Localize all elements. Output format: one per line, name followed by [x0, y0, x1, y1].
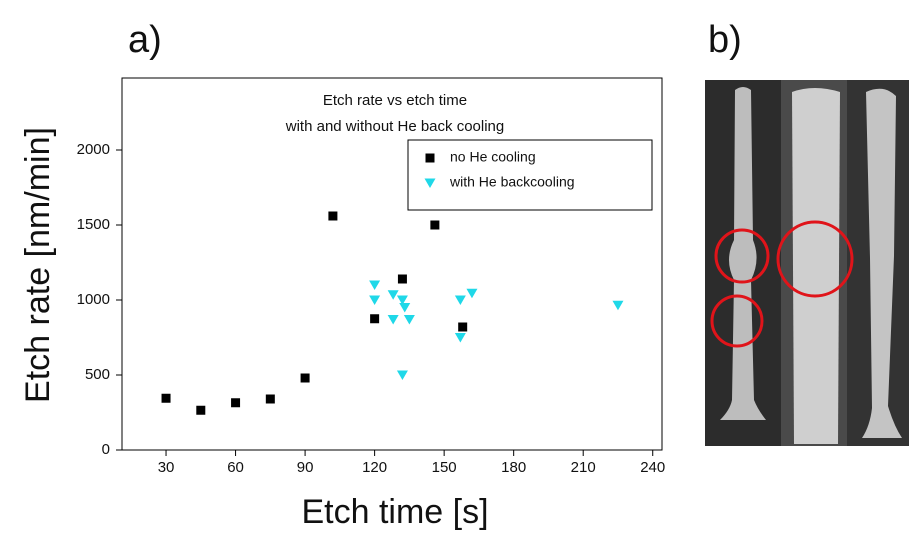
sem-image — [705, 80, 909, 446]
legend-box — [407, 139, 653, 211]
marker — [399, 303, 411, 313]
chart-title: with and without He back cooling — [285, 118, 504, 135]
legend-label: with He backcooling — [449, 174, 575, 190]
marker — [396, 370, 408, 380]
marker — [454, 295, 466, 305]
marker — [458, 322, 468, 332]
marker — [612, 300, 624, 311]
marker — [466, 288, 478, 299]
marker — [231, 398, 241, 408]
y-tick-label: 2000 — [77, 141, 110, 158]
y-tick-label: 0 — [102, 441, 110, 458]
y-tick-label: 1000 — [77, 291, 110, 308]
marker — [454, 333, 466, 343]
marker — [161, 393, 171, 403]
panel-label: a) — [128, 19, 162, 61]
legend-marker — [424, 178, 436, 188]
marker — [396, 295, 408, 305]
marker — [403, 315, 415, 325]
marker — [387, 290, 399, 300]
chart-title: Etch rate vs etch time — [323, 92, 467, 109]
y-axis-label: Etch rate [nm/min] — [19, 127, 57, 403]
plot-frame — [121, 77, 663, 451]
y-tick-label: 1500 — [77, 216, 110, 233]
legend-marker — [425, 153, 435, 163]
marker — [300, 373, 310, 383]
marker — [370, 314, 380, 324]
marker — [369, 280, 381, 290]
y-tick-label: 500 — [85, 366, 110, 383]
legend-label: no He cooling — [450, 149, 536, 165]
x-tick-label: 30 — [158, 459, 175, 476]
x-tick-label: 90 — [297, 459, 314, 476]
x-axis-label: Etch time [s] — [301, 493, 488, 531]
marker — [265, 394, 275, 404]
x-tick-label: 60 — [227, 459, 244, 476]
x-tick-label: 150 — [432, 459, 457, 476]
marker — [196, 405, 206, 415]
x-tick-label: 180 — [501, 459, 526, 476]
marker — [397, 274, 407, 284]
panel-label: b) — [708, 19, 742, 61]
x-tick-label: 120 — [362, 459, 387, 476]
marker — [430, 220, 440, 230]
x-tick-label: 240 — [640, 459, 665, 476]
x-tick-label: 210 — [571, 459, 596, 476]
marker — [387, 315, 399, 325]
marker — [328, 211, 338, 221]
marker — [369, 295, 381, 305]
